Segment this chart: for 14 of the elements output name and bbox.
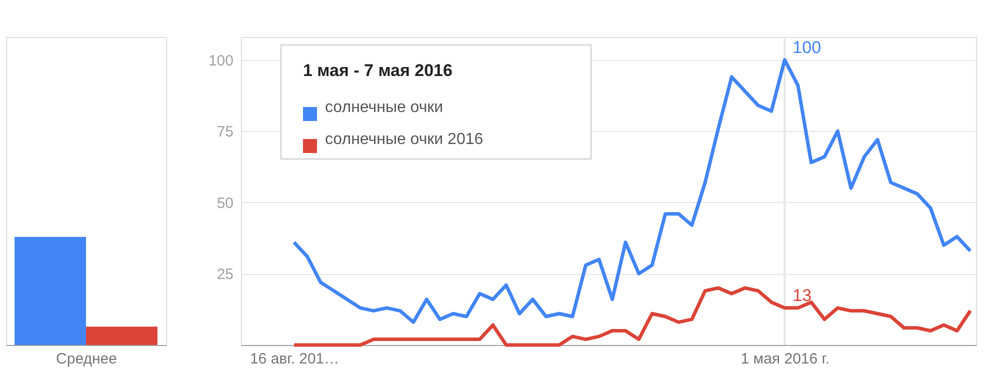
y-tick-label: 25 xyxy=(216,266,234,284)
y-tick-label: 100 xyxy=(208,52,234,70)
legend-label: солнечные очки xyxy=(325,99,444,116)
x-tick-label: 1 мая 2016 г. xyxy=(740,350,830,368)
y-tick-label: 50 xyxy=(216,194,234,212)
x-tick-label: 16 авг. 201… xyxy=(250,350,340,368)
legend-title: 1 мая - 7 мая 2016 xyxy=(303,61,452,80)
line-series xyxy=(292,286,972,347)
y-tick-label: 75 xyxy=(216,124,234,141)
line-series xyxy=(292,58,972,324)
x-axis-title: Среднее xyxy=(56,350,117,368)
legend-label: солнечные очки 2016 xyxy=(325,131,484,148)
annotation: 13 xyxy=(792,286,812,305)
annotation: 100 xyxy=(792,38,822,57)
